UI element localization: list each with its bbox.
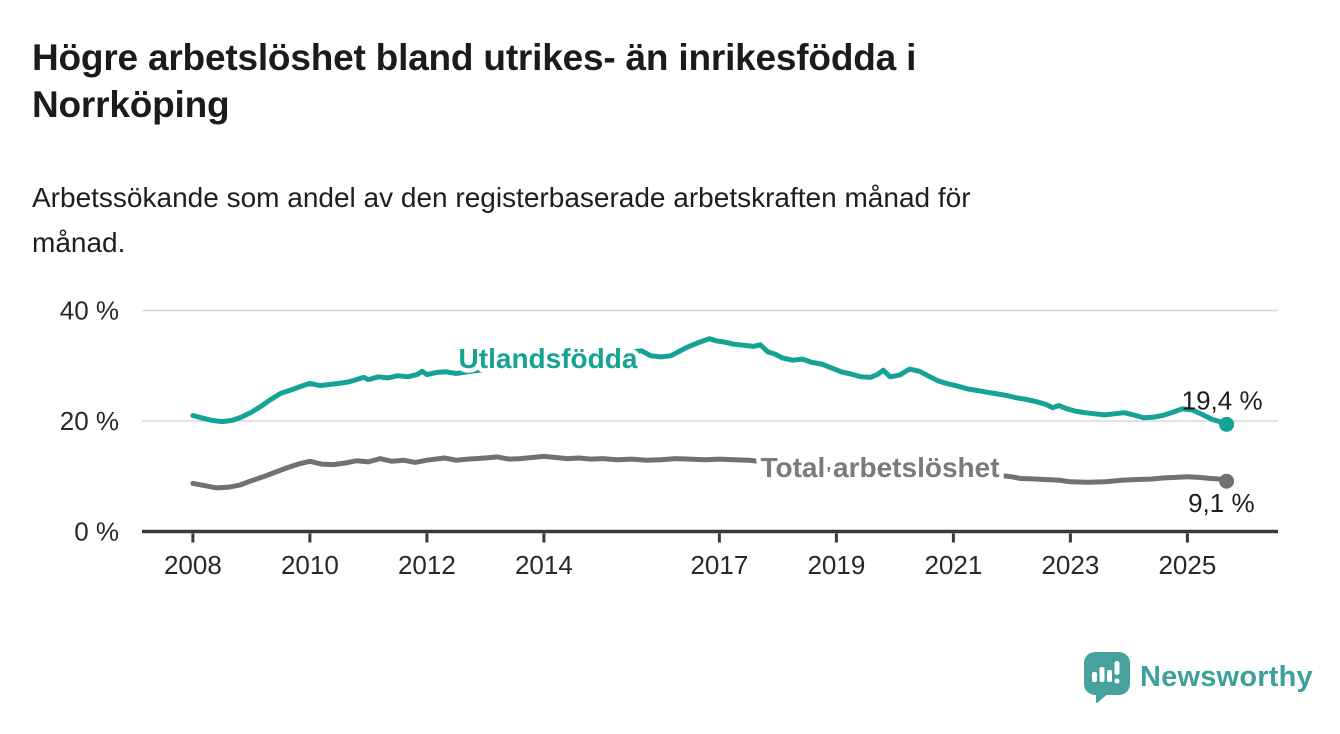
newsworthy-logo: Newsworthy [1084,652,1313,703]
total-arbetsl-shet-end-value-label: 9,1 % [1188,488,1255,518]
x-tick-label: 2021 [924,550,982,580]
newsworthy-logo-icon [1084,652,1130,703]
newsworthy-logo-text: Newsworthy [1140,661,1313,693]
x-tick-label: 2012 [398,550,456,580]
x-tick-label: 2014 [515,550,573,580]
x-tick-label: 2008 [164,550,222,580]
total-arbetsl-shet-line [190,453,1230,491]
page-title-line-2: Norrköping [32,84,230,126]
utlandsf-dda-end-dot [1219,416,1235,432]
utlandsf-dda-end-value-label: 19,4 % [1182,385,1263,415]
x-tick-label: 2023 [1041,550,1099,580]
utlandsf-dda-series-label: Utlandsfödda [459,343,638,374]
x-tick-label: 2010 [281,550,339,580]
y-tick-label: 40 % [60,296,119,326]
x-tick-label: 2017 [690,550,748,580]
x-tick-label: 2019 [807,550,865,580]
utlandsf-dda-line [190,336,1230,427]
page-subtitle-line-1: Arbetssökande som andel av den registerb… [32,182,971,213]
x-tick-label: 2025 [1158,550,1216,580]
total-arbetsl-shet-series-label: Total arbetslöshet [760,452,999,483]
total-arbetsl-shet-end-dot [1219,473,1235,489]
page-subtitle-line-2: månad. [32,226,126,258]
y-tick-label: 20 % [60,406,119,436]
page-title: Högre arbetslöshet bland utrikes- än inr… [32,34,1232,129]
page-title-line-1: Högre arbetslöshet bland utrikes- än inr… [32,37,917,78]
y-tick-label: 0 % [74,517,119,547]
page-subtitle: Arbetssökande som andel av den registerb… [32,176,1252,266]
